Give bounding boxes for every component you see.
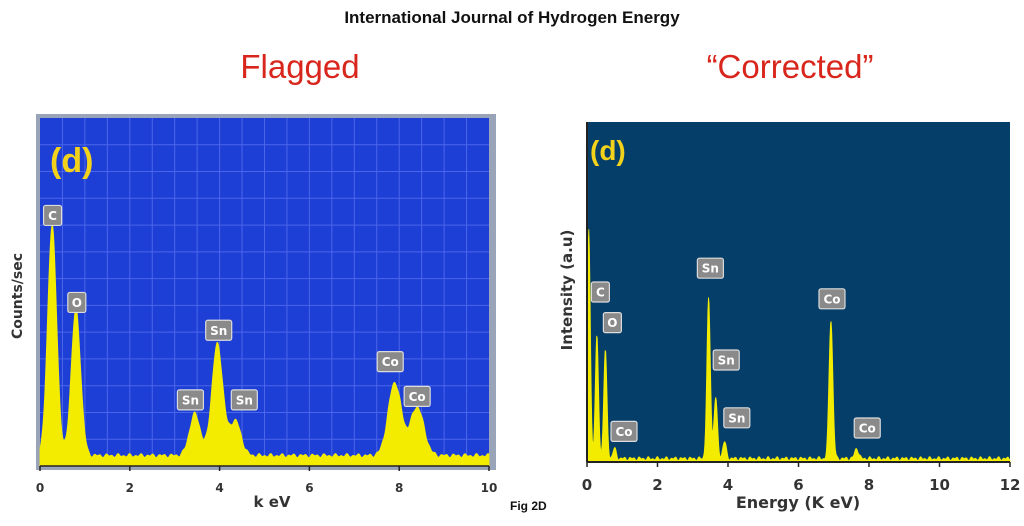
peak-label-box bbox=[376, 351, 404, 373]
x-tick-label: 6 bbox=[305, 481, 313, 495]
figure-caption: Fig 2D bbox=[510, 499, 547, 513]
peak-label-co: Co bbox=[610, 420, 638, 442]
x-tick-label: 2 bbox=[126, 481, 134, 495]
y-axis-label: Intensity (a.u) bbox=[558, 230, 576, 351]
peak-label-box bbox=[696, 257, 724, 279]
peak-label-box bbox=[712, 349, 740, 371]
peak-label-text: Co bbox=[615, 425, 632, 439]
y-axis-label: Counts/sec bbox=[10, 253, 26, 339]
peak-label-o: O bbox=[602, 312, 622, 334]
peak-label-text: Co bbox=[859, 422, 876, 436]
peak-label-text: Co bbox=[823, 292, 840, 306]
x-tick-label: 10 bbox=[481, 481, 498, 495]
peak-label-o: O bbox=[67, 291, 87, 314]
peak-label-sn: Sn bbox=[230, 389, 258, 411]
x-tick-label: 12 bbox=[1000, 476, 1021, 494]
spectrum-chart-flagged: 0 2 4 6 8 10 k eV Counts/sec (d) C O Sn Sn Sn Co Co bbox=[10, 114, 497, 511]
peak-label-text: C bbox=[596, 286, 605, 300]
peak-label-c: C bbox=[590, 281, 610, 303]
peak-label-text: C bbox=[48, 209, 57, 223]
journal-title: International Journal of Hydrogen Energy bbox=[344, 8, 680, 27]
x-tick-label: 0 bbox=[582, 476, 592, 494]
peak-label-co: Co bbox=[376, 351, 404, 373]
peak-label-box bbox=[723, 407, 751, 429]
x-tick-label: 8 bbox=[864, 476, 874, 494]
peak-label-c: C bbox=[42, 204, 63, 227]
panel-letter: (d) bbox=[590, 135, 626, 166]
peak-label-co: Co bbox=[853, 417, 881, 439]
peak-label-text: Sn bbox=[718, 354, 735, 368]
x-axis-label: Energy (K eV) bbox=[736, 493, 860, 512]
spectrum-area bbox=[586, 229, 1011, 463]
peak-label-text: O bbox=[72, 296, 82, 310]
flagged-heading: Flagged bbox=[240, 48, 360, 85]
peak-label-box bbox=[610, 420, 638, 442]
peak-label-co: Co bbox=[403, 385, 431, 407]
corrected-heading: “Corrected” bbox=[706, 48, 874, 85]
peak-label-sn: Sn bbox=[205, 319, 233, 341]
peak-label-sn: Sn bbox=[176, 389, 205, 411]
peak-label-box bbox=[230, 389, 258, 411]
peak-label-text: Sn bbox=[702, 262, 719, 276]
spectrum-area bbox=[39, 223, 490, 467]
spectrum-chart-corrected: 0 2 4 6 8 10 12 Energy (K eV) Intensity (a.u) (d)… bbox=[558, 122, 1020, 512]
peak-label-box bbox=[602, 312, 622, 334]
peak-label-text: Sn bbox=[210, 324, 227, 338]
x-axis-label: k eV bbox=[254, 493, 291, 511]
plot-area bbox=[587, 122, 1010, 462]
peak-label-sn: Sn bbox=[723, 407, 751, 429]
panel-letter: (d) bbox=[50, 142, 93, 180]
peak-label-box bbox=[403, 385, 431, 407]
peak-label-box bbox=[176, 389, 205, 411]
peak-label-text: Co bbox=[382, 355, 399, 369]
peak-label-box bbox=[205, 319, 233, 341]
x-tick-label: 4 bbox=[723, 476, 733, 494]
peak-label-sn: Sn bbox=[696, 257, 724, 279]
peak-label-co: Co bbox=[818, 288, 846, 310]
peak-label-box bbox=[818, 288, 846, 310]
peak-label-box bbox=[853, 417, 881, 439]
peak-label-box bbox=[67, 291, 87, 314]
peak-label-text: Sn bbox=[728, 411, 745, 425]
peak-label-text: Sn bbox=[236, 393, 253, 407]
x-tick-label: 10 bbox=[929, 476, 950, 494]
x-tick-label: 2 bbox=[652, 476, 662, 494]
peak-label-sn: Sn bbox=[712, 349, 740, 371]
x-tick-label: 6 bbox=[793, 476, 803, 494]
peak-label-text: Sn bbox=[182, 393, 199, 407]
peak-label-text: Co bbox=[409, 390, 426, 404]
x-tick-label: 4 bbox=[215, 481, 223, 495]
peak-label-box bbox=[590, 281, 610, 303]
x-tick-label: 8 bbox=[395, 481, 403, 495]
peak-label-box bbox=[42, 204, 63, 227]
x-tick-label: 0 bbox=[36, 481, 44, 495]
peak-label-text: O bbox=[607, 316, 617, 330]
